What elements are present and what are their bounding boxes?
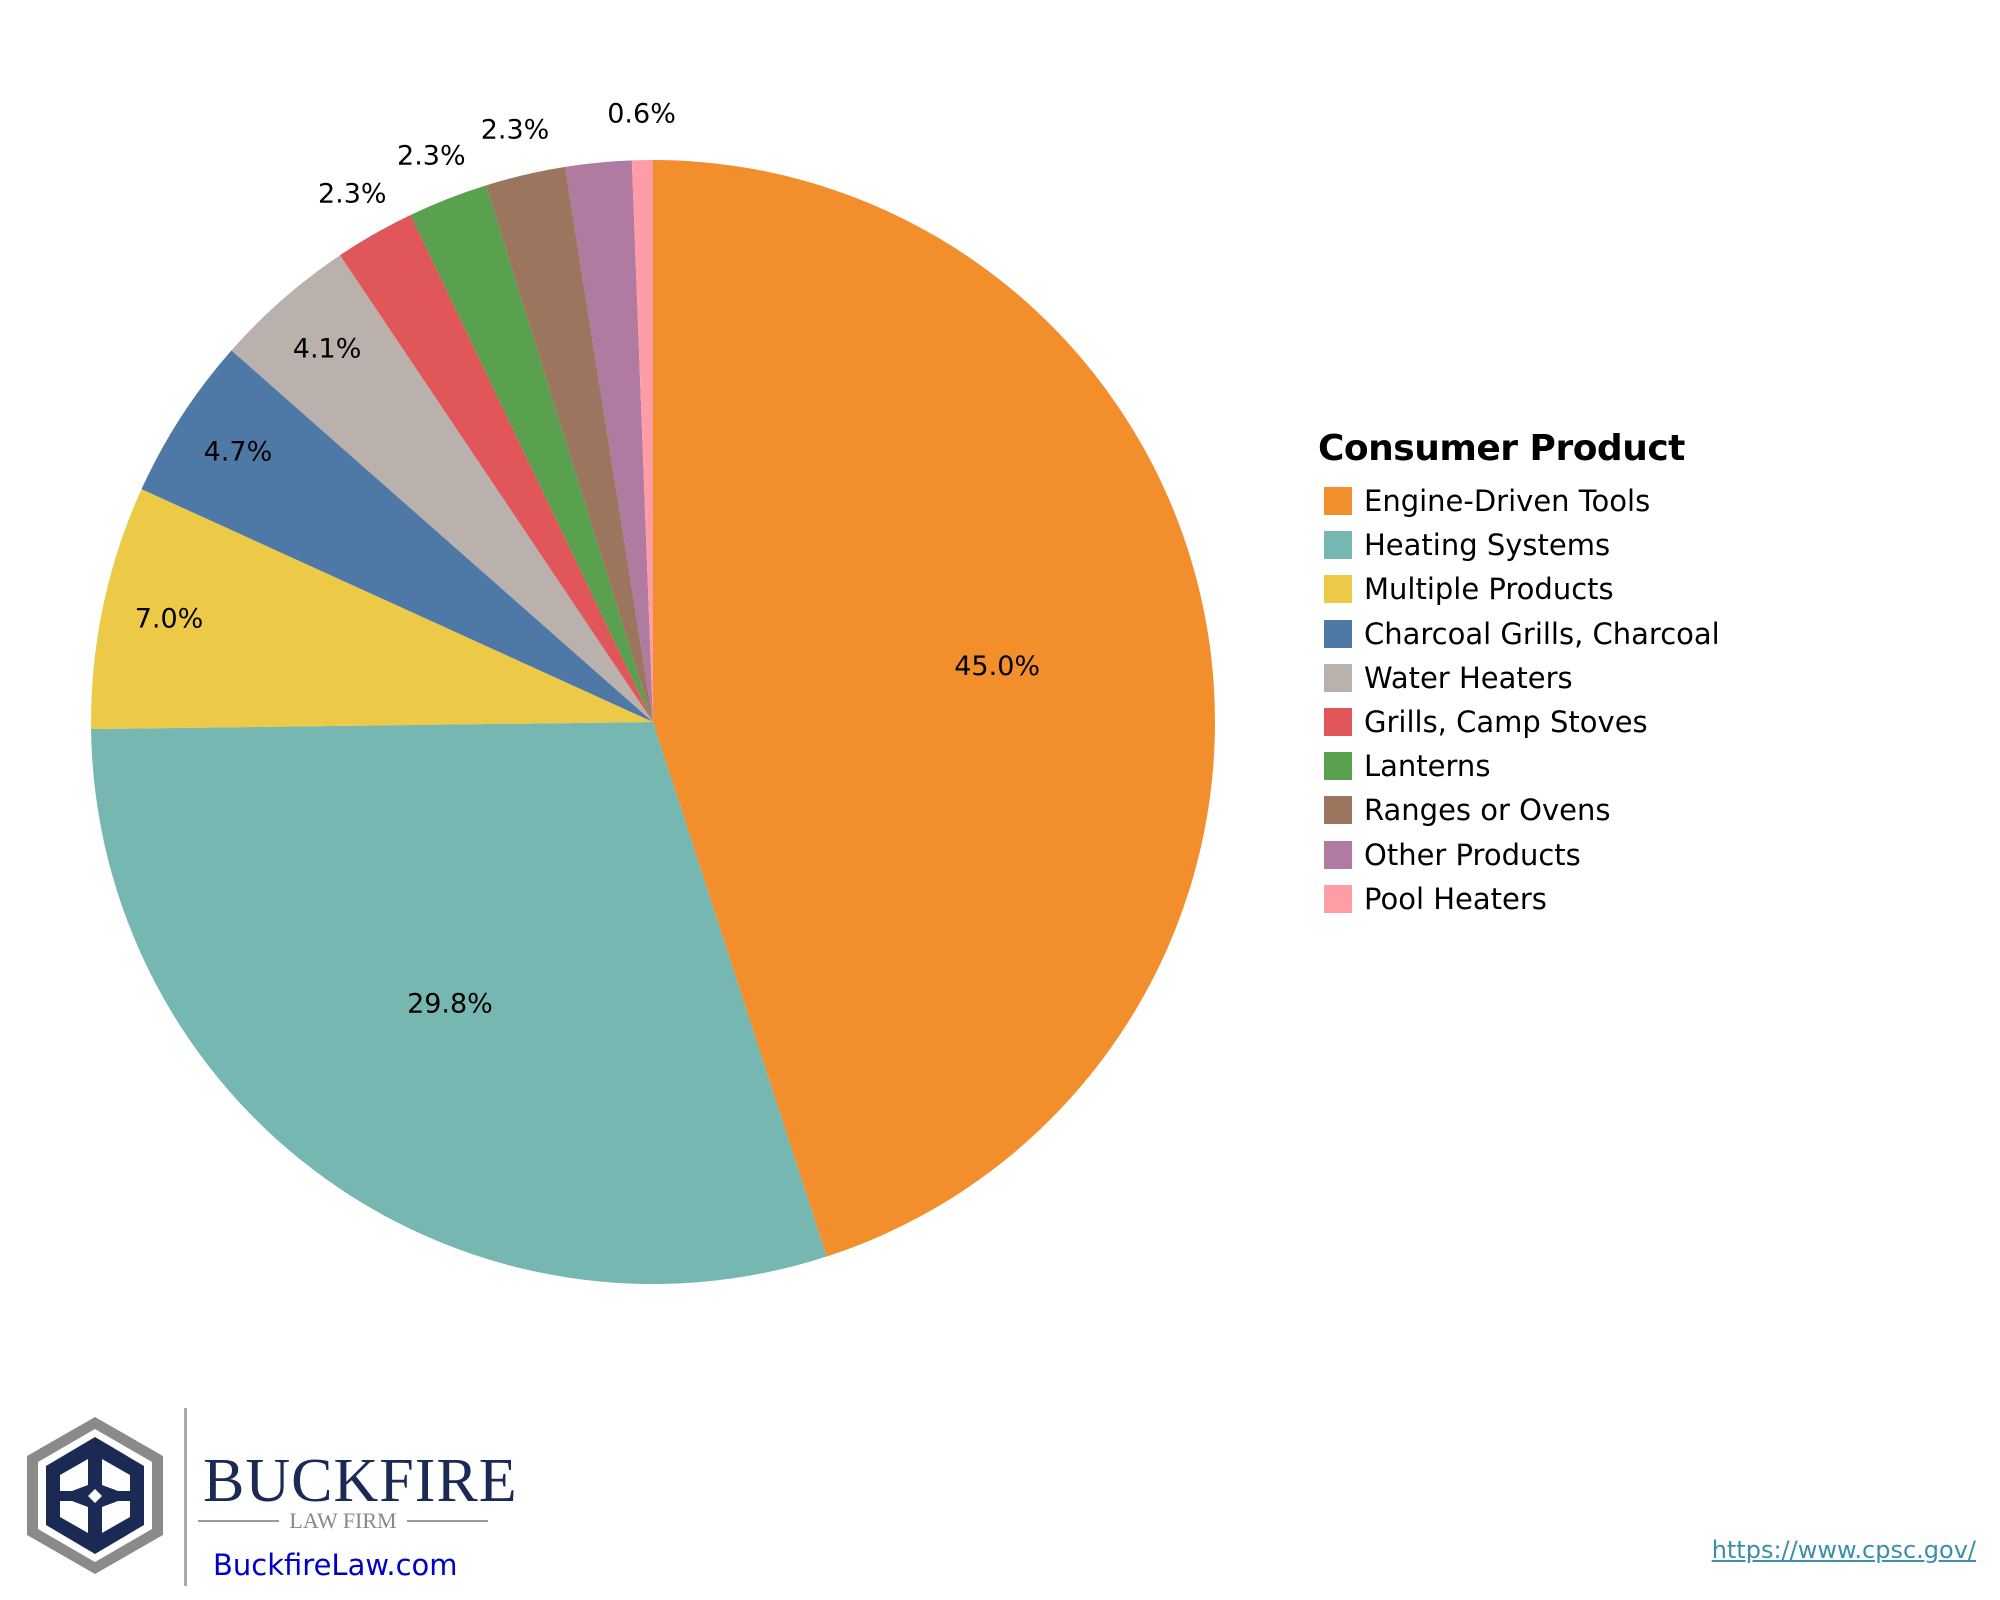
legend-item[interactable]: Ranges or Ovens: [1318, 788, 1720, 832]
legend-item[interactable]: Pool Heaters: [1318, 877, 1720, 921]
legend-label: Engine-Driven Tools: [1364, 484, 1651, 519]
tagline-text: LAW FIRM: [289, 1508, 397, 1533]
brand-name: BUCKFIRE: [203, 1447, 518, 1515]
source-link[interactable]: https://www.cpsc.gov/: [1711, 1536, 1976, 1564]
logo-divider: [184, 1408, 187, 1586]
pie-labels: 45.0% 29.8% 7.0% 4.7% 4.1% 2.3% 2.3% 2.3% 0.6%: [135, 99, 1040, 1020]
pie-slice-ranges-or-ovens[interactable]: [486, 166, 653, 722]
pie-slice-multiple-products[interactable]: [90, 489, 653, 730]
brand-tagline: LAW FIRM: [198, 1508, 489, 1534]
pie-slice-lanterns[interactable]: [410, 185, 653, 723]
pie-slice-charcoal-grills-charcoal[interactable]: [141, 350, 653, 722]
legend-title: Consumer Product: [1318, 428, 1685, 469]
legend-swatch: [1324, 619, 1352, 648]
legend-item[interactable]: Grills, Camp Stoves: [1318, 700, 1720, 744]
legend-label: Pool Heaters: [1364, 881, 1547, 916]
legend-label: Water Heaters: [1364, 660, 1573, 695]
legend-swatch: [1324, 840, 1352, 869]
slice-label: 4.1%: [293, 333, 362, 364]
legend-swatch: [1324, 796, 1352, 825]
slice-label: 0.6%: [607, 99, 676, 130]
legend-swatch: [1324, 531, 1352, 560]
legend-label: Charcoal Grills, Charcoal: [1364, 616, 1720, 651]
legend-item[interactable]: Lanterns: [1318, 744, 1720, 788]
legend-label: Lanterns: [1364, 749, 1491, 784]
slice-label: 2.3%: [318, 178, 387, 209]
pie-slice-other-products[interactable]: [565, 160, 653, 723]
legend: Consumer Product Engine-Driven Tools Heat…: [1318, 428, 1720, 921]
slice-label: 7.0%: [135, 604, 204, 635]
hexagon-logo-icon: [27, 1417, 163, 1574]
legend-label: Other Products: [1364, 837, 1581, 872]
legend-item[interactable]: Charcoal Grills, Charcoal: [1318, 612, 1720, 656]
slice-label: 45.0%: [954, 651, 1040, 682]
legend-item[interactable]: Heating Systems: [1318, 523, 1720, 567]
legend-item[interactable]: Other Products: [1318, 833, 1720, 877]
slice-label: 4.7%: [204, 437, 273, 468]
legend-swatch: [1324, 752, 1352, 781]
pie-slice-engine-driven-tools[interactable]: [653, 160, 1215, 1257]
buckfire-logo: [20, 1405, 500, 1590]
legend-item[interactable]: Water Heaters: [1318, 656, 1720, 700]
legend-item[interactable]: Engine-Driven Tools: [1318, 479, 1720, 523]
legend-swatch: [1324, 884, 1352, 913]
pie-slice-pool-heaters[interactable]: [631, 160, 653, 722]
pie-slices: [90, 160, 1215, 1284]
legend-swatch: [1324, 708, 1352, 737]
pie-slice-water-heaters[interactable]: [231, 255, 654, 722]
legend-label: Multiple Products: [1364, 572, 1614, 607]
slice-label: 2.3%: [397, 140, 466, 171]
legend-label: Heating Systems: [1364, 528, 1611, 563]
legend-swatch: [1324, 663, 1352, 692]
legend-label: Grills, Camp Stoves: [1364, 705, 1648, 740]
legend-swatch: [1324, 575, 1352, 604]
website-link[interactable]: BuckfireLaw.com: [213, 1548, 458, 1582]
legend-item[interactable]: Multiple Products: [1318, 567, 1720, 611]
slice-label: 29.8%: [407, 989, 493, 1020]
pie-slice-heating-systems[interactable]: [91, 722, 827, 1284]
legend-swatch: [1324, 487, 1352, 516]
legend-label: Ranges or Ovens: [1364, 793, 1611, 828]
slice-label: 2.3%: [481, 114, 550, 145]
pie-slice-grills-camp-stoves[interactable]: [340, 215, 653, 722]
